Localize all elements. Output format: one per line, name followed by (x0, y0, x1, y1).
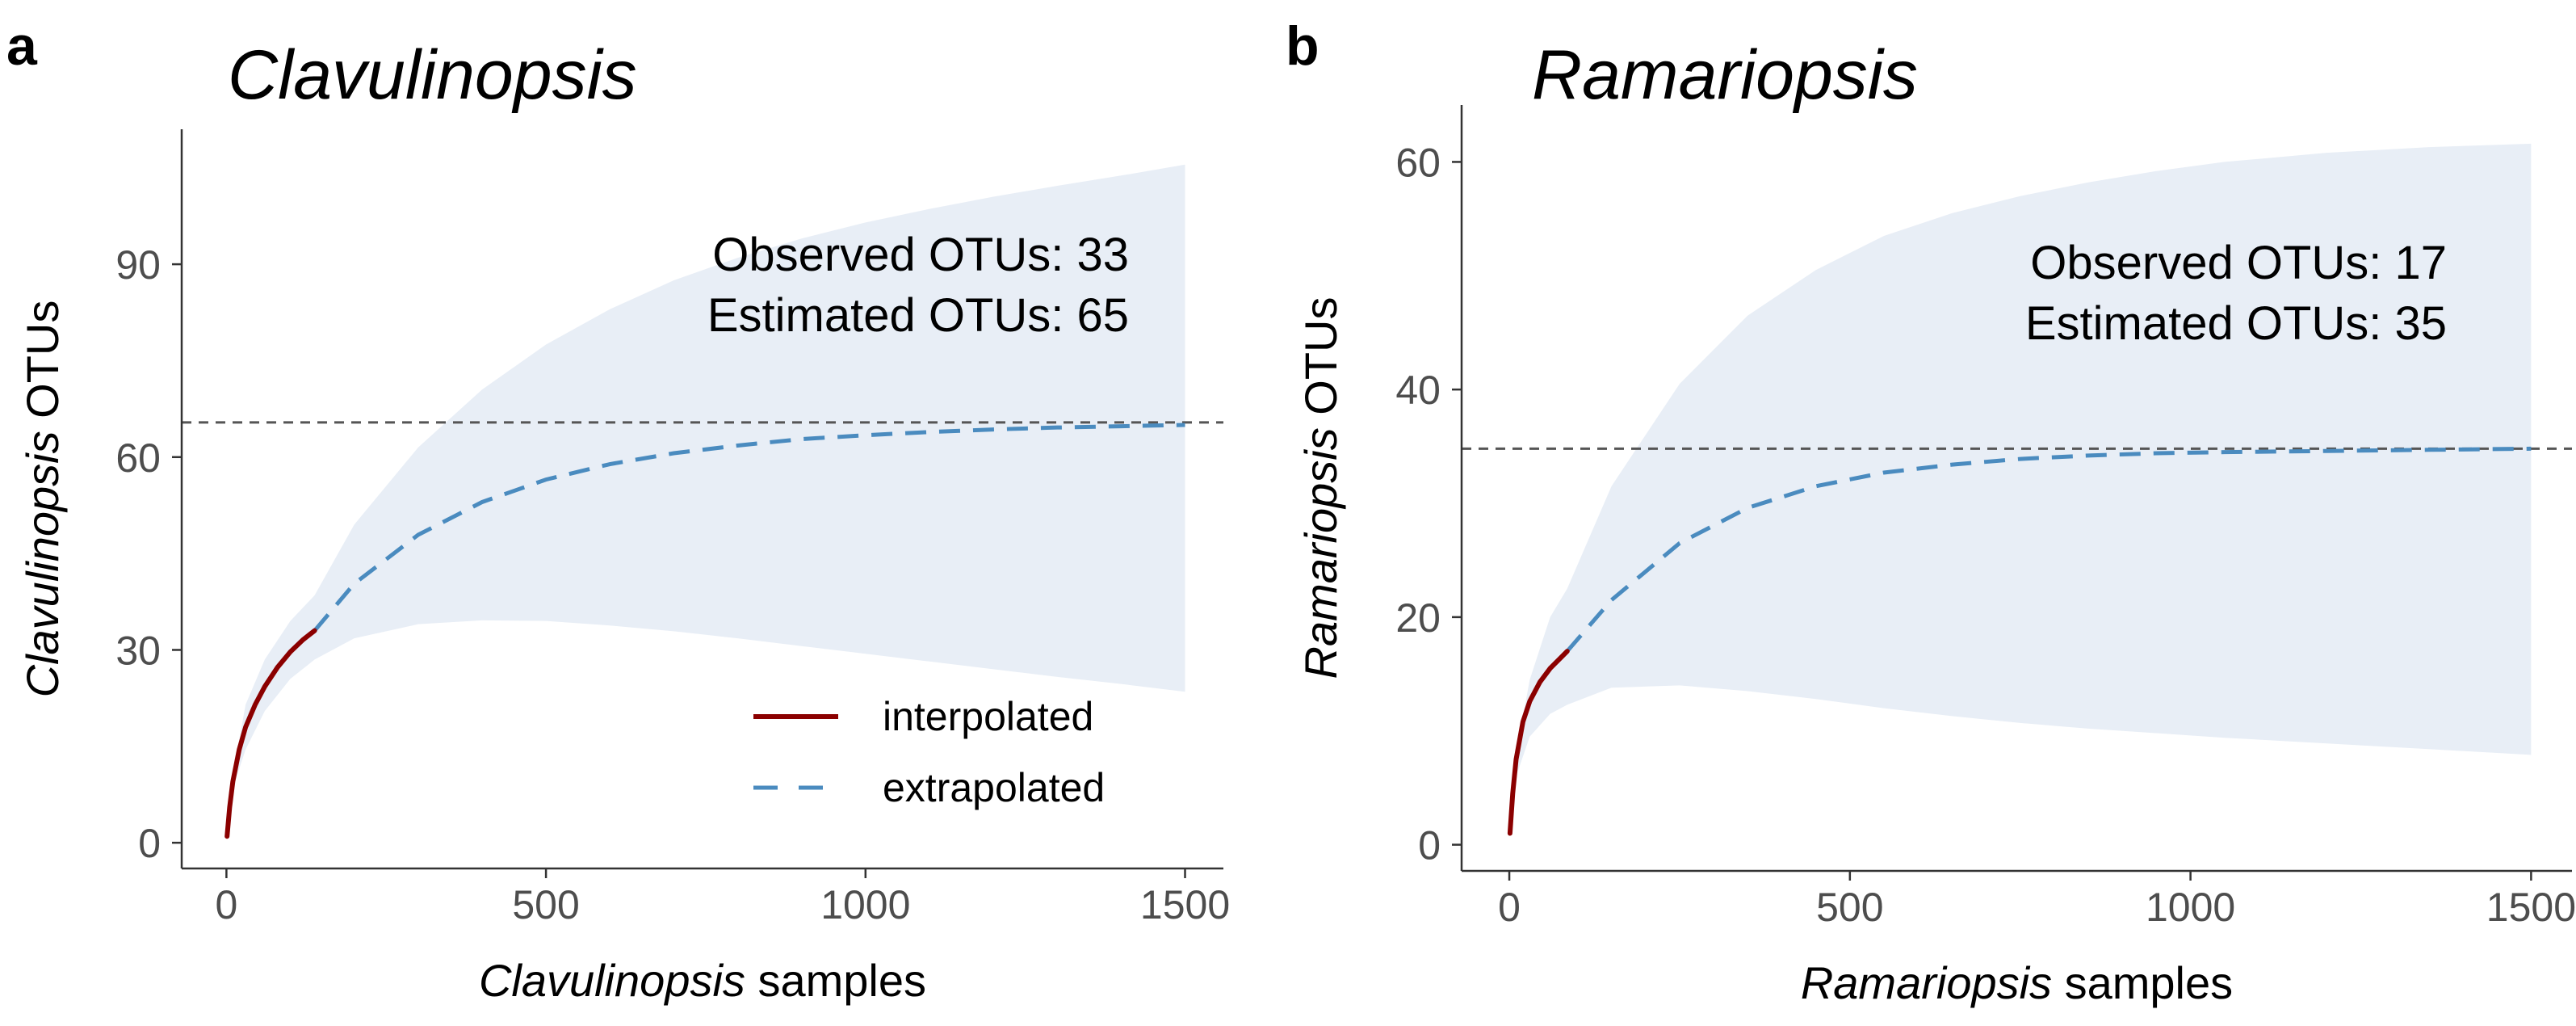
panel-b-y-tick-label: 0 (1418, 823, 1441, 868)
panel-a-x-tick-label: 500 (512, 882, 579, 927)
panel-a-x-tick-label: 0 (215, 882, 237, 927)
panel-b-title: Ramariopsis (1532, 36, 1918, 114)
panel-a-axes: 0 500 1000 1500 0 30 60 90 (115, 129, 1230, 927)
panel-a-y-tick-label: 0 (138, 821, 161, 866)
panel-b-x-axis-label-rest: samples (2052, 957, 2233, 1008)
panel-a-x-tick-label: 1000 (820, 882, 910, 927)
panel-b-axes: 0 500 1000 1500 0 20 40 60 (1395, 105, 2576, 930)
panel-a-letter: a (6, 15, 38, 77)
legend-extrapolated-label: extrapolated (883, 765, 1105, 810)
panel-b-extrapolated-series (1565, 446, 2532, 653)
panel-a: a Clavulinopsis 0 500 1000 1500 0 30 60 90 Clavuli… (6, 15, 1230, 1006)
panel-b-observed-otus-annotation: Observed OTUs: 17 (2030, 237, 2447, 289)
panel-b-interpolated-series (1507, 649, 1570, 836)
panel-a-y-axis-label-rest: OTUs (17, 301, 68, 431)
panel-a-x-axis-label: Clavulinopsis samples (479, 955, 926, 1006)
legend-interpolated-label: interpolated (883, 694, 1093, 739)
panel-b-y-axis-label-italic: Ramariopsis (1295, 427, 1346, 679)
panel-b-x-axis-label-italic: Ramariopsis (1801, 957, 2052, 1008)
panel-a-y-axis-label: Clavulinopsis OTUs (17, 301, 68, 698)
panel-a-observed-otus-annotation: Observed OTUs: 33 (712, 229, 1129, 281)
panel-b: b Ramariopsis 0 500 1000 1500 0 20 40 60 Ramariops… (1286, 15, 2576, 1008)
panel-b-y-tick-label: 60 (1395, 140, 1441, 185)
panel-b-x-tick-label: 500 (1816, 885, 1883, 930)
panel-b-y-tick-label: 40 (1395, 368, 1441, 413)
panel-b-y-axis-label: Ramariopsis OTUs (1295, 297, 1346, 679)
panel-b-x-tick-label: 1000 (2146, 885, 2235, 930)
panel-a-title: Clavulinopsis (228, 36, 637, 114)
panel-a-y-tick-label: 90 (115, 242, 161, 288)
panel-a-y-tick-label: 30 (115, 628, 161, 673)
panel-a-extrapolated-series (313, 423, 1185, 633)
panel-a-y-tick-label: 60 (115, 435, 161, 481)
panel-a-x-axis-label-rest: samples (745, 955, 926, 1006)
panel-a-x-axis-label-italic: Clavulinopsis (479, 955, 745, 1006)
panel-b-estimated-otus-annotation: Estimated OTUs: 35 (2025, 297, 2447, 350)
panel-b-y-tick-label: 20 (1395, 595, 1441, 641)
panel-a-estimated-otus-annotation: Estimated OTUs: 65 (707, 289, 1129, 342)
panel-b-x-tick-label: 0 (1498, 885, 1521, 930)
legend: interpolated extrapolated (753, 694, 1105, 810)
panel-b-x-axis-label: Ramariopsis samples (1801, 957, 2233, 1008)
panel-a-interpolated-series (224, 628, 317, 839)
panel-a-y-axis-label-italic: Clavulinopsis (17, 431, 68, 697)
panel-b-y-axis-label-rest: OTUs (1295, 297, 1346, 428)
panel-b-letter: b (1286, 15, 1319, 77)
panel-b-x-tick-label: 1500 (2486, 885, 2576, 930)
panel-a-confidence-ribbon (233, 164, 1185, 788)
panel-a-x-tick-label: 1500 (1140, 882, 1230, 927)
